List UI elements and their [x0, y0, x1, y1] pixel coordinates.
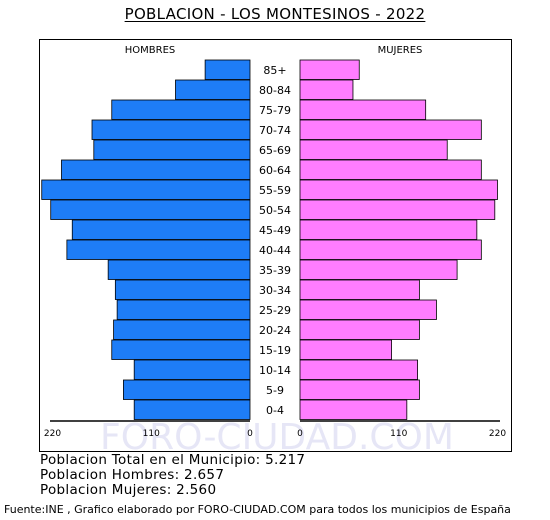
age-group-label: 5-9 [266, 384, 284, 397]
source-footer: Fuente:INE , Grafico elaborado por FORO-… [4, 503, 511, 516]
summary-mujeres: Poblacion Mujeres: 2.560 [40, 482, 217, 498]
bar-mujeres-10-14 [299, 359, 418, 380]
summary-total: Poblacion Total en el Municipio: 5.217 [40, 452, 306, 468]
x-tick-left: 220 [44, 429, 61, 439]
bar-hombres-50-54 [50, 199, 251, 220]
bar-mujeres-5-9 [299, 379, 420, 400]
age-group-label: 15-19 [259, 344, 291, 357]
bar-hombres-55-59 [41, 179, 251, 200]
bar-mujeres-75-79 [299, 99, 427, 120]
bar-hombres-20-24 [113, 319, 251, 340]
age-group-label: 25-29 [259, 304, 291, 317]
summary-hombres: Poblacion Hombres: 2.657 [40, 467, 225, 483]
age-group-label: 45-49 [259, 224, 291, 237]
bar-hombres-80-84 [175, 79, 251, 100]
page-title: POBLACION - LOS MONTESINOS - 2022 [124, 5, 426, 23]
age-group-label: 0-4 [266, 404, 284, 417]
age-group-label: 40-44 [259, 244, 291, 257]
bar-mujeres-35-39 [299, 259, 458, 280]
left-group-label: HOMBRES [125, 45, 176, 56]
bar-hombres-5-9 [123, 379, 251, 400]
bar-hombres-10-14 [133, 359, 251, 380]
x-tick-left: 0 [247, 429, 253, 439]
age-group-label: 65-69 [259, 144, 291, 157]
bar-hombres-75-79 [111, 99, 251, 120]
bar-mujeres-65-69 [299, 139, 448, 160]
x-tick-right: 220 [489, 429, 506, 439]
age-group-label: 75-79 [259, 104, 291, 117]
bar-hombres-60-64 [61, 159, 251, 180]
right-group-label: MUJERES [378, 45, 423, 56]
age-group-label: 50-54 [259, 204, 291, 217]
age-group-label: 85+ [263, 64, 286, 77]
bar-hombres-35-39 [107, 259, 251, 280]
age-group-label: 55-59 [259, 184, 291, 197]
bar-hombres-30-34 [114, 279, 251, 300]
age-group-label: 80-84 [259, 84, 291, 97]
x-tick-left: 110 [143, 429, 160, 439]
age-group-label: 10-14 [259, 364, 291, 377]
bar-mujeres-0-4 [299, 399, 408, 420]
bar-hombres-25-29 [116, 299, 251, 320]
age-group-label: 30-34 [259, 284, 291, 297]
bar-hombres-85+ [204, 59, 251, 80]
bar-mujeres-85+ [299, 59, 360, 80]
x-tick-right: 110 [390, 429, 407, 439]
bar-hombres-45-49 [71, 219, 251, 240]
bar-mujeres-25-29 [299, 299, 437, 320]
bar-mujeres-45-49 [299, 219, 478, 240]
bar-hombres-65-69 [93, 139, 251, 160]
bar-mujeres-30-34 [299, 279, 420, 300]
bar-mujeres-55-59 [299, 179, 498, 200]
bar-mujeres-20-24 [299, 319, 420, 340]
bar-hombres-70-74 [91, 119, 251, 140]
age-group-label: 20-24 [259, 324, 291, 337]
bar-mujeres-15-19 [299, 339, 392, 360]
watermark: FORO-CIUDAD.COM [100, 417, 454, 458]
bar-mujeres-50-54 [299, 199, 496, 220]
bar-mujeres-80-84 [299, 79, 354, 100]
x-tick-right: 0 [297, 429, 303, 439]
bar-mujeres-70-74 [299, 119, 482, 140]
bar-mujeres-40-44 [299, 239, 482, 260]
bar-hombres-40-44 [66, 239, 251, 260]
bar-hombres-0-4 [133, 399, 251, 420]
bar-hombres-15-19 [111, 339, 251, 360]
age-group-label: 35-39 [259, 264, 291, 277]
age-group-label: 70-74 [259, 124, 291, 137]
age-group-label: 60-64 [259, 164, 291, 177]
bar-mujeres-60-64 [299, 159, 482, 180]
